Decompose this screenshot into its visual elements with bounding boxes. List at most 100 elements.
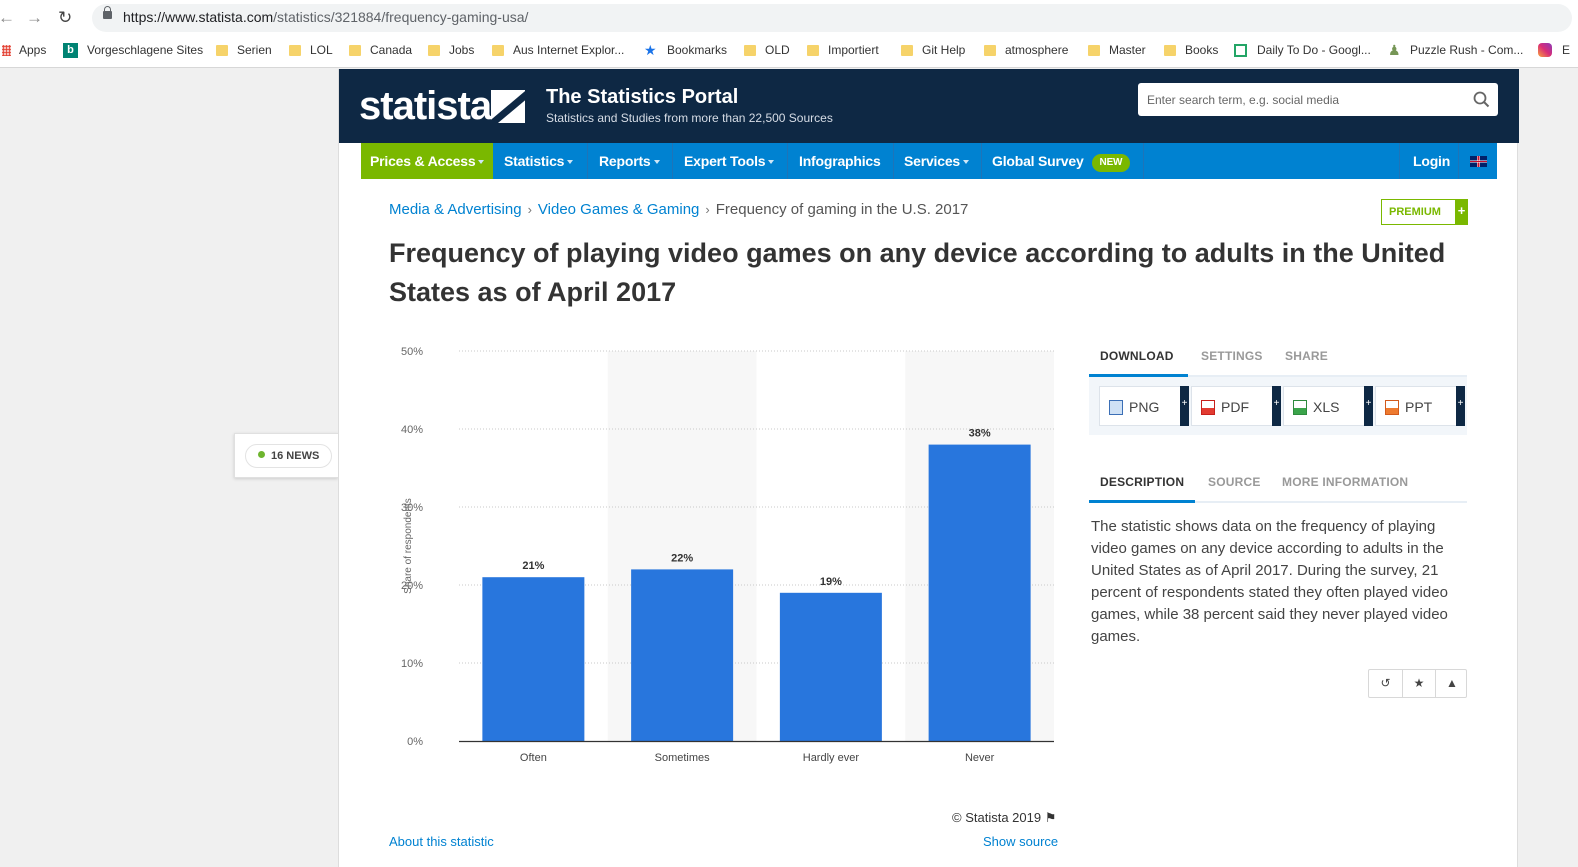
flag-icon[interactable]: ⚑: [1044, 810, 1057, 825]
bookmark-puzzle-rush[interactable]: ♟ Puzzle Rush - Com...: [1388, 42, 1524, 58]
nav-reports[interactable]: Reports: [599, 143, 660, 179]
url-text[interactable]: https://www.statista.com/statistics/3218…: [123, 9, 529, 25]
nav-global-survey[interactable]: Global Survey NEW: [992, 143, 1131, 179]
data-label: 38%: [969, 428, 991, 440]
tab-download[interactable]: DOWNLOAD: [1100, 349, 1174, 363]
bookmark-instagram[interactable]: E: [1538, 42, 1570, 58]
address-bar-row: ← → ↻ https://www.statista.com/statistic…: [0, 0, 1578, 36]
nav-divider: [1458, 143, 1459, 179]
favorite-star-icon[interactable]: ★: [1402, 670, 1435, 697]
nav-login[interactable]: Login: [1413, 153, 1451, 169]
data-label: 21%: [522, 560, 544, 572]
lock-icon: [103, 6, 112, 19]
history-icon[interactable]: ↺: [1380, 676, 1391, 690]
premium-plus: +: [1455, 199, 1468, 225]
bell-icon[interactable]: ▲: [1435, 670, 1468, 697]
caret-down-icon: [653, 160, 660, 164]
new-badge: NEW: [1091, 154, 1131, 172]
bookmark-folder[interactable]: Canada: [349, 42, 412, 58]
uk-flag-icon[interactable]: [1470, 156, 1487, 167]
nav-divider: [1143, 143, 1144, 179]
tab-settings[interactable]: SETTINGS: [1201, 349, 1263, 363]
download-pdf-button[interactable]: PDF +: [1191, 386, 1281, 426]
caret-down-icon: [768, 160, 775, 164]
y-tick-label: 0%: [407, 736, 423, 748]
url-input[interactable]: [92, 4, 1572, 32]
bookmark-folder[interactable]: Importiert: [807, 42, 879, 58]
bing-icon: b: [63, 42, 78, 58]
tab-more-information[interactable]: MORE INFORMATION: [1282, 475, 1409, 489]
x-tick-label: Hardly ever: [803, 752, 860, 764]
bookmark-folder[interactable]: Master: [1088, 42, 1146, 58]
bookmark-folder[interactable]: LOL: [289, 42, 333, 58]
news-pill[interactable]: 16 NEWS: [245, 444, 333, 468]
tab-source[interactable]: SOURCE: [1208, 475, 1261, 489]
statista-logo-mark-icon[interactable]: [491, 90, 525, 123]
nav-expert-tools[interactable]: Expert Tools: [684, 143, 775, 179]
breadcrumb-current: Frequency of gaming in the U.S. 2017: [715, 201, 969, 218]
folder-icon: [807, 44, 819, 56]
bookmark-folder[interactable]: atmosphere: [984, 42, 1068, 58]
apps-grid-icon: [2, 44, 11, 56]
download-panel: PNG + PDF + XLS + PPT +: [1089, 377, 1467, 435]
nav-services[interactable]: Services: [904, 143, 970, 179]
chart-copyright: © Statista 2019 ⚑: [952, 810, 1057, 825]
xls-file-icon: [1293, 400, 1307, 415]
data-label: 19%: [820, 576, 842, 588]
breadcrumb-link-video-games[interactable]: Video Games & Gaming: [537, 201, 700, 218]
nav-divider: [672, 143, 673, 179]
forward-arrow-icon[interactable]: →: [26, 8, 43, 27]
active-tab-indicator: [1089, 500, 1195, 503]
nav-statistics[interactable]: Statistics: [504, 143, 574, 179]
main-nav: Prices & Access Statistics Reports Exper…: [361, 143, 1497, 179]
caret-down-icon: [963, 160, 970, 164]
bookmark-suggested-sites[interactable]: b Vorgeschlagene Sites: [63, 42, 203, 58]
reload-icon[interactable]: ↻: [58, 8, 73, 27]
browser-chrome: ← → ↻ https://www.statista.com/statistic…: [0, 0, 1578, 68]
bookmark-daily-todo[interactable]: Daily To Do - Googl...: [1234, 42, 1371, 58]
bookmark-folder[interactable]: OLD: [744, 42, 790, 58]
bar-chart: 0% 10% 20% 30% 40% 50% Share of respondents 21%…: [399, 339, 1069, 819]
nav-infographics[interactable]: Infographics: [799, 153, 881, 169]
bookmark-apps[interactable]: Apps: [2, 42, 46, 58]
tab-description[interactable]: DESCRIPTION: [1100, 475, 1185, 489]
y-axis-label: Share of respondents: [403, 498, 414, 594]
description-tabs: DESCRIPTION SOURCE MORE INFORMATION: [1089, 467, 1467, 503]
nav-divider: [981, 143, 982, 179]
search-input[interactable]: [1138, 83, 1458, 116]
bookmark-bookmarks[interactable]: ★ Bookmarks: [644, 42, 728, 58]
bookmark-folder[interactable]: Serien: [216, 42, 272, 58]
download-ppt-button[interactable]: PPT +: [1375, 386, 1465, 426]
folder-icon: [349, 44, 361, 56]
bookmark-folder[interactable]: Aus Internet Explor...: [492, 42, 624, 58]
about-statistic-link[interactable]: About this statistic: [389, 834, 494, 849]
bookmark-folder[interactable]: Git Help: [901, 42, 965, 58]
back-arrow-icon[interactable]: ←: [0, 8, 15, 27]
caret-down-icon: [567, 160, 574, 164]
pdf-file-icon: [1201, 400, 1215, 415]
bookmark-folder[interactable]: Jobs: [428, 42, 474, 58]
breadcrumb-link-media[interactable]: Media & Advertising: [389, 201, 522, 218]
news-tab[interactable]: 16 NEWS: [234, 433, 338, 478]
folder-icon: [216, 44, 228, 56]
png-plus[interactable]: +: [1180, 386, 1189, 426]
folder-icon: [428, 44, 440, 56]
premium-badge[interactable]: PREMIUM +: [1381, 199, 1468, 225]
png-file-icon: [1109, 400, 1123, 415]
download-png-button[interactable]: PNG +: [1099, 386, 1189, 426]
news-dot-icon: [258, 451, 265, 458]
statista-logo[interactable]: statista: [359, 84, 492, 128]
nav-divider: [1399, 143, 1400, 179]
tab-share[interactable]: SHARE: [1285, 349, 1329, 363]
ppt-plus[interactable]: +: [1456, 386, 1465, 426]
pdf-plus[interactable]: +: [1272, 386, 1281, 426]
show-source-link[interactable]: Show source: [983, 834, 1059, 849]
nav-prices-access[interactable]: Prices & Access: [361, 143, 493, 179]
search-icon[interactable]: [1473, 91, 1490, 108]
breadcrumb-separator: ›: [705, 202, 710, 217]
download-xls-button[interactable]: XLS +: [1283, 386, 1373, 426]
folder-icon: [1088, 44, 1100, 56]
bookmark-folder[interactable]: Books: [1164, 42, 1218, 58]
xls-plus[interactable]: +: [1364, 386, 1373, 426]
site-header: statista The Statistics Portal Statistic…: [339, 69, 1519, 143]
